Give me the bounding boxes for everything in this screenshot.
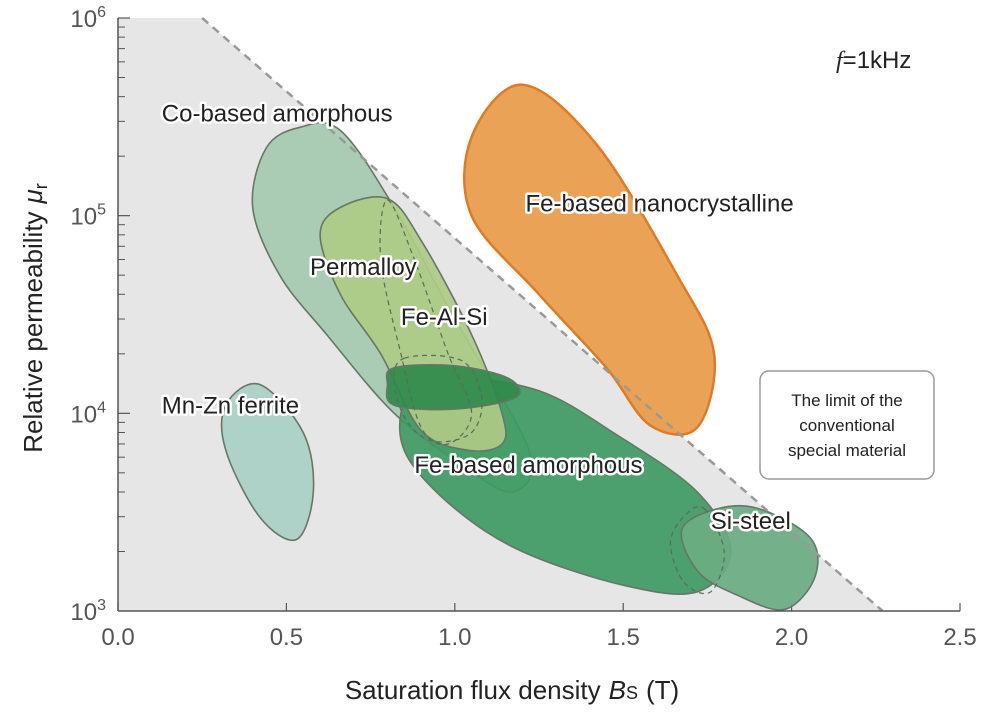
x-tick-label: 1.5 — [607, 624, 640, 651]
x-axis-unit: (T) — [646, 675, 679, 705]
material-regions — [201, 17, 884, 612]
region-si-steel — [680, 505, 819, 611]
y-tick-label: 103 — [70, 597, 106, 626]
y-axis-subscript: r — [31, 183, 51, 189]
label-fe-based-amorphous: Fe-based amorphous — [414, 452, 642, 479]
x-tick-label: 2.5 — [943, 624, 976, 651]
frequency-symbol: f — [836, 48, 846, 74]
x-tick-label: 1.0 — [438, 624, 471, 651]
limit-note-line-2: conventional — [799, 416, 894, 435]
limit-note-line-1: The limit of the — [791, 391, 903, 410]
region-fe-al-si — [385, 364, 521, 411]
y-axis-symbol: μ — [18, 189, 48, 204]
x-tick-label: 2.0 — [775, 624, 808, 651]
x-tick-label: 0.5 — [270, 624, 303, 651]
limit-note-frame — [759, 370, 935, 480]
x-axis-title-text: Saturation flux density — [345, 675, 601, 705]
y-tick-labels: 103 104 105 106 — [70, 4, 106, 626]
x-tick-labels: 0.0 0.5 1.0 1.5 2.0 2.5 — [101, 624, 976, 651]
frequency-value: =1kHz — [843, 47, 912, 74]
x-axis-symbol: B — [609, 675, 626, 705]
limit-line — [201, 17, 884, 612]
y-axis-title: Relative permeability μr — [18, 183, 51, 453]
label-fe-al-si: Fe-Al-Si — [401, 304, 488, 331]
y-tick-label: 104 — [70, 399, 106, 428]
overlap-outline-co-based-amorphous — [379, 199, 473, 446]
frequency-annotation: f=1kHz — [836, 47, 911, 74]
region-labels: Co-based amorphous Permalloy Fe-Al-Si Mn-Zn… — [159, 98, 796, 538]
label-fe-based-nanocrystalline: Fe-based nanocrystalline — [526, 190, 794, 217]
y-tick-label: 105 — [70, 202, 106, 231]
x-axis-subscript: S — [626, 683, 638, 703]
label-permalloy: Permalloy — [310, 254, 417, 281]
y-axis-title-text: Relative permeability — [18, 211, 48, 452]
y-tick-label: 106 — [70, 4, 106, 33]
limit-note-box: The limit of the conventional special ma… — [759, 370, 935, 480]
region-mn-zn-ferrite — [220, 382, 315, 542]
limit-note-line-3: special material — [788, 441, 906, 460]
label-mn-zn-ferrite: Mn-Zn ferrite — [162, 392, 299, 419]
axes — [117, 18, 960, 612]
label-si-steel: Si-steel — [711, 508, 791, 535]
x-tick-label: 0.0 — [101, 624, 134, 651]
overlap-outline-si-steel — [669, 505, 725, 595]
label-co-based-amorphous: Co-based amorphous — [162, 100, 393, 127]
region-fe-based-nanocrystalline — [463, 83, 717, 436]
x-axis-title: Saturation flux density BS (T) — [345, 675, 679, 705]
